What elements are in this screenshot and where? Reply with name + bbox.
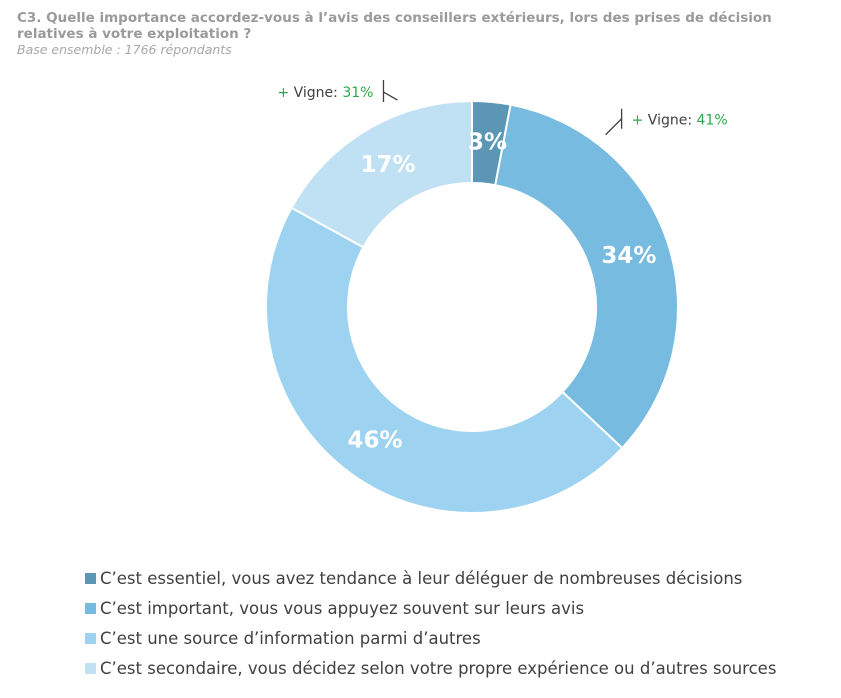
annotation-bracket-2	[383, 91, 398, 101]
donut-chart: 3% 34% 46% 17% + Vigne: 41% + Vigne: 31%	[265, 80, 728, 514]
annotation-bracket-1	[605, 118, 623, 136]
chart-header: C3. Quelle importance accordez-vous à l’…	[17, 10, 817, 58]
chart-subtitle: Base ensemble : 1766 répondants	[17, 42, 232, 57]
legend-item-3: C’est une source d’information parmi d’a…	[85, 623, 776, 653]
annotation-label-2: + Vigne: 31%	[277, 85, 373, 101]
slice-value-label-3: 46%	[347, 427, 402, 453]
donut-slice-2	[494, 103, 679, 450]
legend-swatch	[85, 632, 96, 644]
legend-swatch	[85, 662, 96, 674]
legend-label: C’est essentiel, vous avez tendance à le…	[100, 568, 743, 588]
legend-item-1: C’est essentiel, vous avez tendance à le…	[85, 563, 776, 593]
chart-legend: C’est essentiel, vous avez tendance à le…	[85, 563, 776, 683]
annotation-label-1: + Vigne: 41%	[632, 113, 728, 129]
legend-label: C’est secondaire, vous décidez selon vot…	[100, 658, 777, 678]
slice-value-label-2: 34%	[601, 243, 656, 269]
donut-slice-4	[290, 99, 473, 249]
legend-swatch	[85, 602, 96, 614]
annotations-layer: + Vigne: 41% + Vigne: 31%	[277, 80, 728, 136]
legend-swatch	[85, 572, 96, 584]
slice-value-label-4: 17%	[360, 152, 415, 178]
legend-item-2: C’est important, vous vous appuyez souve…	[85, 593, 776, 623]
slice-labels-layer: 3% 34% 46% 17%	[347, 130, 656, 454]
slices-layer	[265, 99, 679, 514]
slice-value-label-1: 3%	[468, 130, 507, 156]
donut-slice-3	[265, 206, 624, 514]
chart-title: C3. Quelle importance accordez-vous à l’…	[17, 10, 772, 42]
legend-item-4: C’est secondaire, vous décidez selon vot…	[85, 653, 776, 683]
legend-label: C’est une source d’information parmi d’a…	[100, 628, 481, 648]
legend-label: C’est important, vous vous appuyez souve…	[100, 598, 585, 618]
